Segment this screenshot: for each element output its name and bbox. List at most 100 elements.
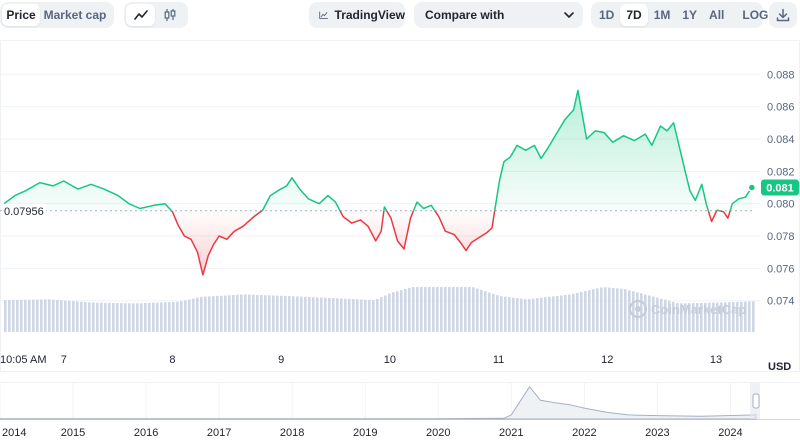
x-tick-label: 12: [601, 354, 613, 366]
navigator-year-label: 2024: [718, 427, 742, 439]
y-tick-label: 0.076: [767, 263, 795, 275]
navigator-year-labels: 2014 2015 2016 2017 2018 2019 2020 2021 2022 2023…: [2, 427, 743, 439]
volume-bar: [256, 294, 259, 332]
volume-bar: [4, 300, 7, 332]
volume-bar: [492, 293, 495, 332]
volume-bar: [220, 295, 223, 332]
volume-bar: [348, 298, 351, 332]
navigator-year-label: 2016: [134, 427, 158, 439]
volume-bar: [588, 290, 591, 332]
volume-bar: [580, 291, 583, 332]
volume-bar: [172, 301, 175, 332]
range-1y[interactable]: 1Y: [682, 8, 698, 22]
volume-bar: [248, 294, 251, 332]
range-7d[interactable]: 7D: [620, 4, 648, 26]
volume-bar: [448, 287, 451, 332]
volume-bar: [20, 299, 23, 332]
coinmarketcap-logo-icon: [628, 299, 648, 319]
volume-bar: [736, 301, 739, 332]
range-all[interactable]: All: [709, 8, 725, 22]
volume-bar: [120, 303, 123, 332]
currency-label: USD: [768, 361, 791, 372]
y-tick-label: 0.078: [767, 231, 795, 243]
volume-bar: [208, 296, 211, 332]
volume-bar: [612, 287, 615, 332]
volume-bar: [688, 303, 691, 332]
tab-price[interactable]: Price: [2, 4, 40, 26]
tradingview-button[interactable]: TradingView: [309, 2, 405, 28]
navigator-drag-handle[interactable]: [752, 393, 760, 409]
volume-bar: [180, 301, 183, 332]
chart-type-toggle: [124, 2, 188, 28]
watermark-text: CoinMarketCap: [651, 302, 746, 317]
volume-bar: [672, 301, 675, 332]
volume-bar: [536, 298, 539, 332]
current-price-badge: [761, 179, 799, 196]
candlestick-chart-button[interactable]: [155, 4, 184, 26]
volume-bar: [608, 287, 611, 332]
compare-with-dropdown[interactable]: Compare with: [414, 2, 583, 28]
range-1m[interactable]: 1M: [653, 8, 671, 22]
volume-bar: [596, 288, 599, 332]
volume-bar: [332, 298, 335, 332]
volume-bar: [232, 295, 235, 332]
volume-bar: [128, 303, 131, 332]
volume-bar: [564, 294, 567, 332]
volume-bar: [368, 299, 371, 332]
volume-bar: [576, 292, 579, 332]
volume-bar: [436, 287, 439, 332]
volume-bar: [152, 302, 155, 332]
volume-bar: [56, 299, 59, 332]
volume-bar: [512, 297, 515, 332]
volume-bar: [396, 291, 399, 332]
line-chart-button[interactable]: [126, 4, 155, 26]
range-1d[interactable]: 1D: [599, 8, 615, 22]
volume-bar: [472, 287, 475, 332]
tradingview-label: TradingView: [334, 8, 405, 22]
volume-bar: [64, 300, 67, 332]
volume-bar: [728, 302, 731, 332]
x-axis-labels: 10:05 AM 7 8 9 10 11 12 13: [0, 354, 722, 366]
volume-bar: [408, 287, 411, 332]
tab-market-cap[interactable]: Market cap: [43, 8, 107, 22]
volume-bar: [420, 287, 423, 332]
volume-bar: [544, 297, 547, 332]
volume-bar: [340, 298, 343, 332]
current-price-label: 0.081: [766, 183, 794, 195]
volume-bar: [412, 287, 415, 332]
x-tick-label: 11: [493, 354, 504, 366]
volume-bar: [624, 289, 627, 332]
history-navigator[interactable]: 2014 2015 2016 2017 2018 2019 2020 2021 2022 2023…: [0, 382, 800, 442]
y-tick-label: 0.080: [767, 199, 795, 211]
volume-bar: [424, 287, 427, 332]
volume-bar: [272, 295, 275, 332]
y-tick-label: 0.082: [767, 166, 795, 178]
volume-bar: [752, 301, 755, 332]
log-scale-button[interactable]: LOG: [742, 8, 769, 22]
volume-bar: [352, 299, 355, 332]
volume-bar: [236, 294, 239, 332]
volume-bar: [8, 300, 11, 332]
current-price-dot[interactable]: [747, 183, 757, 192]
volume-bar: [36, 299, 39, 332]
volume-bar: [192, 298, 195, 332]
volume-bar: [732, 302, 735, 332]
volume-bar: [228, 295, 231, 332]
volume-bar: [60, 300, 63, 332]
volume-bar: [112, 302, 115, 332]
x-tick-label: 13: [710, 354, 722, 366]
volume-bar: [660, 298, 663, 332]
volume-bar: [364, 299, 367, 332]
y-axis-labels: 0.074 0.076 0.078 0.080 0.082 0.084 0.086 0.088: [767, 69, 795, 307]
volume-bar: [144, 303, 147, 332]
volume-bar: [716, 302, 719, 332]
navigator-gridlines: [0, 383, 731, 419]
reference-price-label-bg: [2, 203, 46, 218]
volume-bar: [712, 302, 715, 332]
volume-bar: [184, 300, 187, 332]
download-button[interactable]: [769, 2, 797, 28]
volume-bar: [308, 297, 311, 332]
volume-bar: [284, 295, 287, 332]
volume-bar: [720, 302, 723, 332]
volume-bar: [316, 297, 319, 332]
